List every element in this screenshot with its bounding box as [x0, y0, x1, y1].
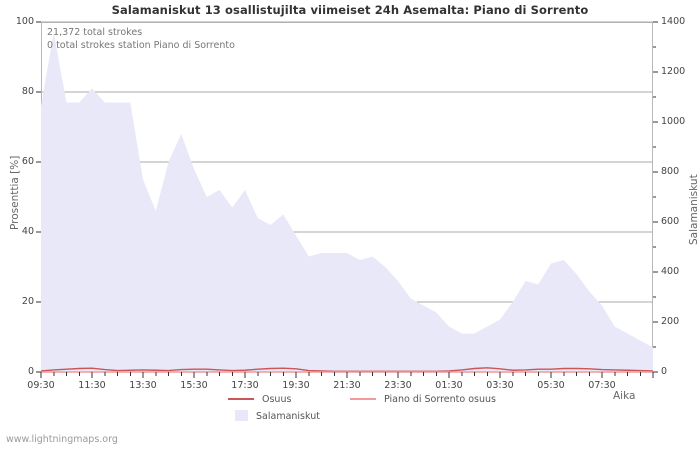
x-tick-1330: 13:30	[129, 380, 157, 391]
x-tick-1930: 19:30	[282, 380, 310, 391]
chart-legend: Osuus Piano di Sorrento osuus Salamanisk…	[0, 394, 700, 422]
y-right-tick-400: 400	[661, 266, 680, 277]
legend-item-station-osuus: Piano di Sorrento osuus	[350, 394, 496, 405]
y-right-tick-200: 200	[661, 316, 680, 327]
x-tick-2330: 23:30	[384, 380, 412, 391]
y-right-tick-0: 0	[661, 366, 668, 377]
x-tick-1530: 15:30	[180, 380, 208, 391]
y-axis-right-label: Salamaniskut	[688, 174, 700, 245]
x-tick-0730: 07:30	[588, 380, 616, 391]
legend-label-station-osuus: Piano di Sorrento osuus	[384, 394, 496, 405]
legend-line-swatch-station	[350, 397, 376, 400]
plot-area	[41, 22, 653, 372]
legend-item-osuus: Osuus	[228, 394, 291, 405]
y-right-tick-1400: 1400	[661, 16, 686, 27]
legend-label-osuus: Osuus	[262, 394, 292, 405]
legend-label-salamaniskut: Salamaniskut	[256, 411, 320, 422]
x-tick-0930: 09:30	[27, 380, 55, 391]
annotation-station-strokes: 0 total strokes station Piano di Sorrent…	[47, 40, 235, 51]
x-tick-0530: 05:30	[537, 380, 565, 391]
y-left-tick-0: 0	[27, 366, 34, 377]
y-right-tick-600: 600	[661, 216, 680, 227]
y-right-tick-800: 800	[661, 166, 680, 177]
y-left-tick-60: 60	[21, 156, 34, 167]
annotation-block: 21,372 total strokes 0 total strokes sta…	[47, 26, 235, 52]
legend-line-swatch-osuus	[228, 397, 254, 400]
legend-item-salamaniskut: Salamaniskut	[228, 410, 320, 422]
y-right-tick-1000: 1000	[661, 116, 686, 127]
x-tick-2130: 21:30	[333, 380, 361, 391]
y-right-tick-1200: 1200	[661, 66, 686, 77]
y-left-tick-100: 100	[15, 16, 34, 27]
x-tick-0330: 03:30	[486, 380, 514, 391]
x-axis-label: Aika	[613, 390, 636, 402]
x-tick-1130: 11:30	[78, 380, 106, 391]
footer-attribution: www.lightningmaps.org	[6, 434, 118, 445]
y-left-tick-80: 80	[21, 86, 34, 97]
x-tick-0130: 01:30	[435, 380, 463, 391]
x-tick-1730: 17:30	[231, 380, 259, 391]
annotation-total-strokes: 21,372 total strokes	[47, 27, 143, 38]
page-title: Salamaniskut 13 osallistujilta viimeiset…	[111, 3, 589, 17]
y-left-tick-40: 40	[21, 226, 34, 237]
y-left-tick-20: 20	[21, 296, 34, 307]
legend-area-swatch-salamaniskut	[235, 410, 248, 421]
